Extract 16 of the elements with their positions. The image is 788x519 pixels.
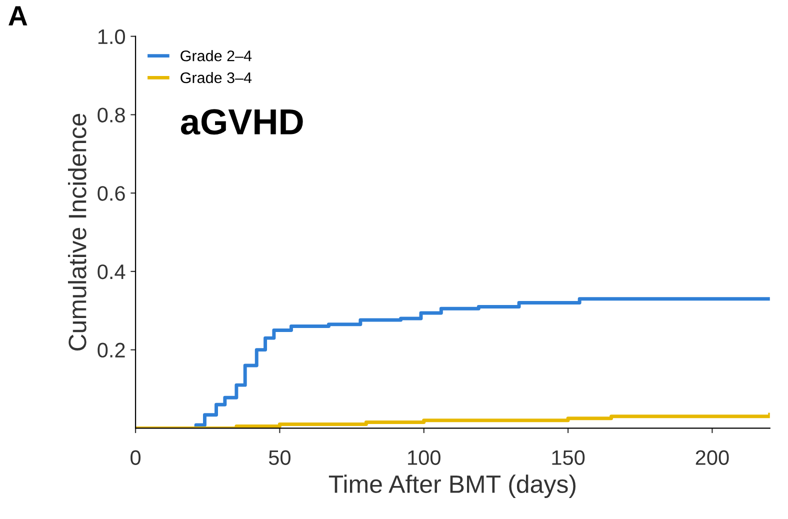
y-tick-label: 0.2	[98, 342, 125, 358]
x-tick-label: 0	[130, 450, 141, 466]
y-tick-label: 0.6	[98, 186, 125, 201]
x-axis-title: Time After BMT (days)	[328, 474, 576, 498]
y-tick-label: 1.0	[98, 29, 125, 44]
legend-label: Grade 3–4	[180, 72, 252, 84]
text: A	[8, 6, 28, 26]
y-axis-title: Cumulative Incidence	[68, 114, 86, 350]
y-tick-label: 0.8	[98, 108, 125, 122]
x-tick-label: 200	[696, 450, 729, 466]
x-tick-label: 150	[552, 450, 585, 466]
x-tick-label: 100	[408, 450, 440, 466]
annotation: aGVHD	[181, 109, 303, 135]
y-tick-label: 0.4	[98, 264, 126, 280]
legend-label: Grade 2–4	[180, 50, 252, 62]
x-tick-label: 50	[268, 450, 290, 466]
